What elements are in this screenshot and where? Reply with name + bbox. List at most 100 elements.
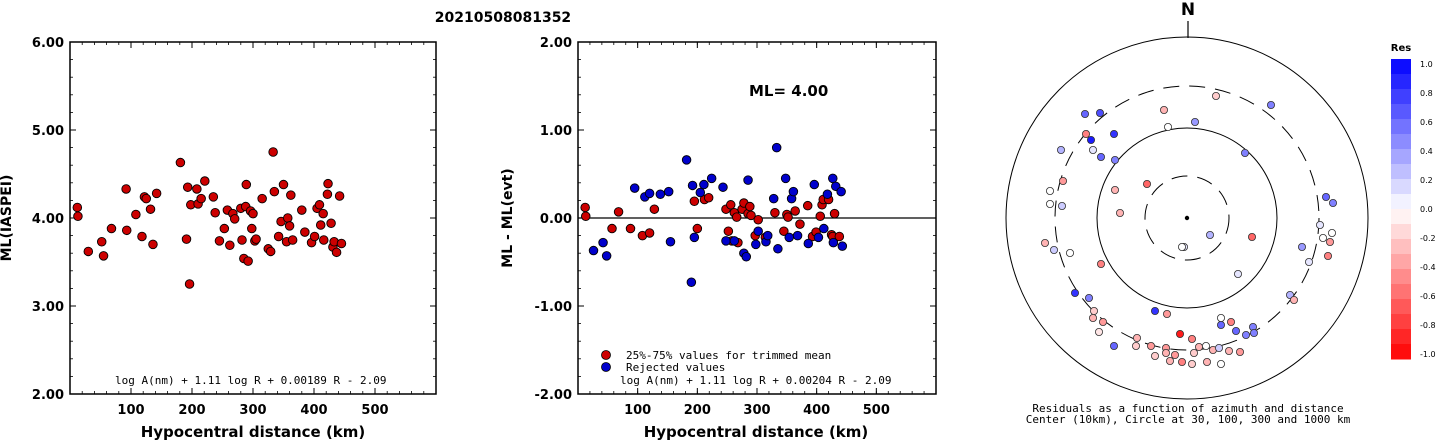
- y-tick-label: 2.00: [32, 388, 64, 403]
- station-point: [1225, 346, 1234, 355]
- data-point: [828, 237, 839, 248]
- legend-label-trimmed: 25%-75% values for trimmed mean: [626, 349, 831, 362]
- x-axis: 100 200 300 400 500: [81, 42, 425, 418]
- data-point: [743, 175, 753, 185]
- data-point: [581, 211, 591, 221]
- colorbar-tick-label: 0.4: [1420, 147, 1433, 156]
- station-point: [1203, 357, 1212, 366]
- data-point: [655, 189, 666, 199]
- data-point: [695, 187, 706, 198]
- y-tick-label: 3.00: [32, 300, 64, 315]
- data-point: [268, 147, 278, 157]
- data-point: [182, 182, 193, 192]
- station-point: [1328, 228, 1337, 237]
- colorbar-cell: [1391, 344, 1411, 360]
- polar-residual-plot: N Residuals as a function of azimuth and…: [1005, 0, 1369, 426]
- station-point: [1111, 185, 1120, 194]
- legend-label-rejected: Rejected values: [626, 361, 725, 374]
- station-point: [1110, 129, 1119, 138]
- residual-colorbar: Res 1.0 0.8 0.6 0.4 0.2 0.0 -0.2 -0.4 -0.6 -0.8 -1…: [1391, 43, 1436, 360]
- x-tick-label: 200: [684, 403, 711, 418]
- data-point: [196, 193, 206, 204]
- colorbar-tick-label: -0.8: [1420, 321, 1436, 330]
- data-point: [741, 251, 752, 262]
- data-point: [229, 214, 240, 224]
- station-point: [1085, 293, 1094, 302]
- x-tick-label: 100: [624, 403, 651, 418]
- station-point: [1217, 359, 1226, 368]
- station-point: [1248, 232, 1257, 241]
- formula-text: log A(nm) + 1.11 log R + 0.00204 R - 2.0…: [620, 374, 892, 387]
- y-tick-label: 4.00: [32, 212, 64, 227]
- station-point: [1058, 201, 1067, 210]
- station-point: [1176, 329, 1185, 338]
- station-point: [1324, 251, 1333, 260]
- colorbar-cell: [1391, 149, 1411, 165]
- data-point: [703, 193, 714, 203]
- data-points: [580, 142, 848, 287]
- circle-30km: [1144, 175, 1230, 261]
- data-point: [790, 206, 800, 216]
- data-point: [725, 200, 736, 210]
- station-point: [1178, 242, 1187, 251]
- station-point: [1143, 179, 1152, 188]
- colorbar-cell: [1391, 179, 1411, 195]
- station-point: [1250, 328, 1259, 337]
- legend-marker-rejected: [601, 362, 611, 372]
- data-point: [200, 176, 210, 186]
- station-point: [1234, 269, 1243, 278]
- ml-value-text: ML= 4.00: [749, 82, 828, 100]
- y-axis: -2.00 -1.00 0.00 1.00 2.00: [535, 36, 936, 403]
- station-point: [1082, 129, 1091, 138]
- data-point: [784, 232, 794, 243]
- y-axis-label: ML(IASPEI): [0, 175, 15, 262]
- x-tick-label: 500: [863, 403, 890, 418]
- y-axis: 2.00 3.00 4.00 5.00 6.00: [32, 36, 436, 403]
- station-point: [1151, 306, 1160, 315]
- data-point: [819, 223, 829, 234]
- station-point: [1095, 327, 1104, 336]
- x-tick-label: 300: [743, 403, 770, 418]
- data-point: [315, 220, 326, 230]
- y-tick-label: 1.00: [540, 124, 572, 139]
- station-point: [1066, 248, 1075, 257]
- x-tick-label: 500: [361, 403, 388, 418]
- colorbar-cell: [1391, 119, 1411, 135]
- station-point: [1202, 341, 1211, 350]
- data-point: [247, 223, 257, 234]
- station-point: [1110, 341, 1119, 350]
- station-point: [1215, 343, 1224, 352]
- data-point: [283, 213, 293, 223]
- colorbar-tick-label: 0.0: [1420, 205, 1433, 214]
- data-point: [287, 235, 298, 245]
- data-point: [73, 211, 83, 221]
- station-point: [1217, 320, 1226, 329]
- station-point: [1178, 357, 1187, 366]
- data-point: [788, 186, 799, 197]
- x-tick-label: 400: [300, 403, 327, 418]
- colorbar-title: Res: [1391, 43, 1411, 54]
- data-point: [751, 239, 761, 250]
- station-point: [1071, 288, 1080, 297]
- station-point: [1171, 350, 1180, 359]
- data-point: [783, 212, 793, 222]
- data-point: [225, 240, 235, 251]
- colorbar-cell: [1391, 134, 1411, 150]
- colorbar-cell: [1391, 299, 1411, 315]
- colorbar-cell: [1391, 284, 1411, 300]
- data-point: [131, 209, 141, 220]
- data-point: [828, 173, 838, 184]
- colorbar-labels: 1.0 0.8 0.6 0.4 0.2 0.0 -0.2 -0.4 -0.6 -0.8 -1.0: [1420, 60, 1436, 359]
- y-tick-label: 0.00: [540, 212, 572, 227]
- data-point: [681, 155, 692, 165]
- data-point: [598, 237, 608, 248]
- colorbar-cell: [1391, 59, 1411, 75]
- data-point: [237, 235, 247, 245]
- data-point: [795, 219, 805, 229]
- colorbar-cell: [1391, 329, 1411, 345]
- data-point: [106, 223, 117, 234]
- station-point: [1267, 101, 1276, 110]
- data-point: [601, 251, 612, 261]
- data-point: [644, 228, 655, 238]
- data-point: [210, 207, 220, 218]
